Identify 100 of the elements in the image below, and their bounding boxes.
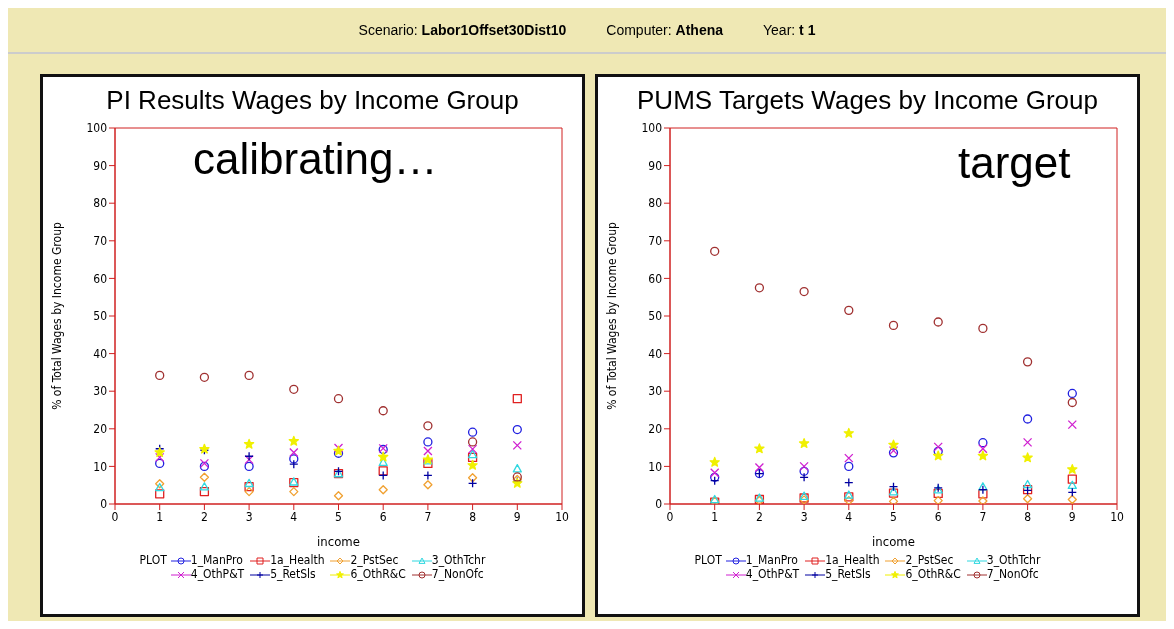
point [1067, 474, 1077, 484]
x-tick-label: 2 [755, 509, 763, 524]
y-tick-label: 60 [93, 271, 108, 286]
x-tick-label: 1 [156, 509, 164, 524]
x-tick-label: 6 [934, 509, 942, 524]
point [799, 466, 809, 476]
point [799, 472, 809, 482]
point [933, 442, 943, 452]
point [378, 466, 388, 476]
point [1067, 420, 1077, 430]
y-tick-label: 100 [86, 121, 108, 136]
x-tick-label: 9 [1068, 509, 1076, 524]
annotation: target [958, 138, 1071, 188]
point [467, 427, 478, 437]
y-axis-title: % of Total Wages by Income Group [50, 222, 65, 410]
point [754, 443, 765, 454]
point [289, 459, 299, 469]
point [467, 473, 478, 483]
point [512, 440, 522, 450]
x-axis-title: income [872, 534, 915, 549]
point [512, 424, 522, 435]
x-tick-label: 1 [711, 509, 719, 524]
point [244, 451, 254, 461]
x-tick-label: 10 [555, 509, 569, 524]
point [244, 486, 254, 497]
point [933, 488, 943, 499]
x-tick-label: 7 [979, 509, 987, 524]
point [244, 478, 254, 488]
point [423, 446, 433, 456]
point [888, 320, 899, 331]
point [844, 461, 854, 472]
y-tick-label: 50 [648, 309, 663, 324]
point [1067, 397, 1077, 408]
y-axis-title: % of Total Wages by Income Group [605, 222, 620, 410]
x-tick-label: 8 [469, 509, 477, 524]
point [244, 482, 254, 492]
point [289, 447, 299, 458]
point [978, 482, 988, 491]
point [155, 458, 165, 469]
point [423, 437, 433, 447]
point [199, 372, 210, 382]
x-tick-label: 0 [111, 509, 119, 524]
point [288, 435, 300, 446]
point [512, 394, 522, 404]
chart-title: PUMS Targets Wages by Income Group [636, 85, 1099, 116]
y-tick-label: 20 [93, 422, 108, 437]
y-tick-label: 20 [648, 422, 663, 437]
point [512, 464, 522, 473]
point [289, 384, 299, 394]
y-tick-label: 40 [93, 346, 108, 361]
point [1022, 452, 1033, 463]
x-tick-label: 8 [1024, 509, 1032, 524]
point [978, 496, 988, 504]
point [978, 323, 988, 334]
x-tick-label: 10 [1110, 509, 1124, 524]
point [1022, 437, 1033, 447]
x-tick-label: 2 [200, 509, 208, 524]
point [710, 472, 720, 482]
point [467, 449, 478, 459]
point [199, 472, 210, 482]
text: Computer: Athena [606, 22, 724, 38]
legend-label: 1_ManPro [745, 553, 798, 567]
y-tick-label: 90 [648, 158, 663, 173]
point [799, 286, 809, 297]
point [932, 450, 944, 461]
point [244, 370, 254, 381]
x-tick-label: 4 [290, 509, 298, 524]
y-tick-label: 70 [93, 234, 108, 249]
point [710, 246, 720, 256]
point [1022, 479, 1033, 489]
y-tick-label: 30 [93, 384, 108, 399]
point [799, 461, 809, 472]
point [423, 458, 433, 469]
point [1067, 494, 1077, 504]
point [289, 454, 299, 464]
legend-label: 5_RetSls [270, 567, 316, 581]
point [244, 461, 254, 472]
y-tick-label: 0 [655, 497, 663, 512]
x-tick-label: 3 [800, 509, 808, 524]
y-tick-label: 80 [93, 196, 108, 211]
legend-label: 4_OthP&T [745, 567, 800, 581]
x-tick-label: 6 [379, 509, 387, 524]
x-axis-title: income [317, 534, 360, 549]
y-tick-label: 70 [648, 234, 663, 249]
point [467, 459, 478, 470]
point [378, 485, 388, 495]
legend-label: 6_OthR&C [905, 567, 961, 581]
y-tick-label: 10 [648, 459, 663, 474]
point [978, 485, 988, 495]
point [710, 468, 720, 478]
point [977, 450, 989, 461]
point [1022, 357, 1033, 367]
y-tick-label: 100 [641, 121, 663, 136]
y-tick-label: 10 [93, 459, 108, 474]
legend-label: 7_NonOfc [986, 567, 1039, 581]
legend-label: 3_OthTchr [431, 553, 486, 567]
legend-label: 2_PstSec [350, 553, 399, 567]
y-tick-label: 0 [100, 497, 108, 512]
point [155, 489, 165, 499]
point [378, 406, 388, 416]
